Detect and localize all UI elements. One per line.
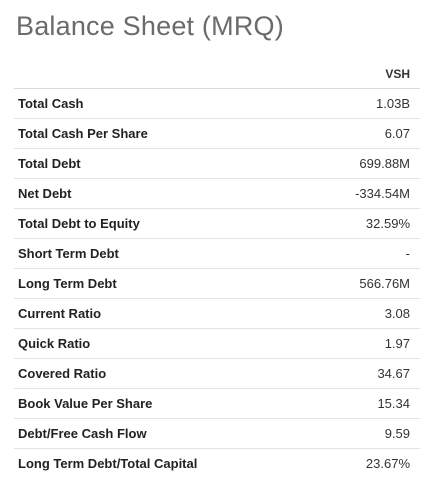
row-label: Long Term Debt/Total Capital — [18, 456, 198, 471]
balance-sheet-table: VSH Total Cash 1.03B Total Cash Per Shar… — [14, 59, 420, 478]
table-header-row: VSH — [14, 59, 420, 89]
row-value: 3.08 — [313, 298, 420, 329]
row-value: -334.54M — [313, 178, 420, 209]
row-label: Total Cash — [14, 88, 314, 119]
table-row: Covered Ratio 34.67 — [14, 358, 420, 389]
row-value: 15.34 — [313, 388, 420, 419]
row-value: 1.03B — [313, 88, 420, 119]
row-label: Book Value Per Share — [14, 388, 314, 419]
row-value: 32.59% — [313, 208, 420, 239]
page-title: Balance Sheet (MRQ) — [16, 11, 284, 41]
row-label: Long Term Debt — [14, 268, 314, 299]
table-row: Short Term Debt - — [14, 238, 420, 269]
table-row: Total Debt to Equity 32.59% — [14, 208, 420, 239]
row-label: Quick Ratio — [14, 328, 314, 359]
row-value: 1.97 — [313, 328, 420, 359]
table-row: Current Ratio 3.08 — [14, 298, 420, 329]
row-value: 9.59 — [313, 418, 420, 449]
metric-column-header — [14, 59, 314, 89]
table-row: Net Debt -334.54M — [14, 178, 420, 209]
table-row: Long Term Debt/Total Capital 23.67% — [14, 449, 420, 479]
table-row: Long Term Debt 566.76M — [14, 268, 420, 299]
table-row: Total Cash Per Share 6.07 — [14, 118, 420, 149]
row-value: 34.67 — [313, 358, 420, 389]
table-row: Total Debt 699.88M — [14, 148, 420, 179]
row-value: 566.76M — [313, 268, 420, 299]
row-value: 699.88M — [313, 148, 420, 179]
row-label: Net Debt — [14, 178, 314, 209]
table-row: Quick Ratio 1.97 — [14, 328, 420, 359]
row-label: Total Debt — [14, 148, 314, 179]
row-label: Current Ratio — [14, 298, 314, 329]
table-row: Total Cash 1.03B — [14, 88, 420, 119]
row-label: Covered Ratio — [14, 358, 314, 389]
row-label: Total Cash Per Share — [14, 118, 314, 149]
table-row: Book Value Per Share 15.34 — [14, 388, 420, 419]
row-label: Total Debt to Equity — [14, 208, 314, 239]
row-value: 23.67% — [365, 456, 410, 471]
row-label: Short Term Debt — [14, 238, 314, 269]
row-value: 6.07 — [313, 118, 420, 149]
row-value: - — [313, 238, 420, 269]
ticker-column-header: VSH — [313, 59, 420, 89]
row-label: Debt/Free Cash Flow — [14, 418, 314, 449]
table-row: Debt/Free Cash Flow 9.59 — [14, 418, 420, 449]
